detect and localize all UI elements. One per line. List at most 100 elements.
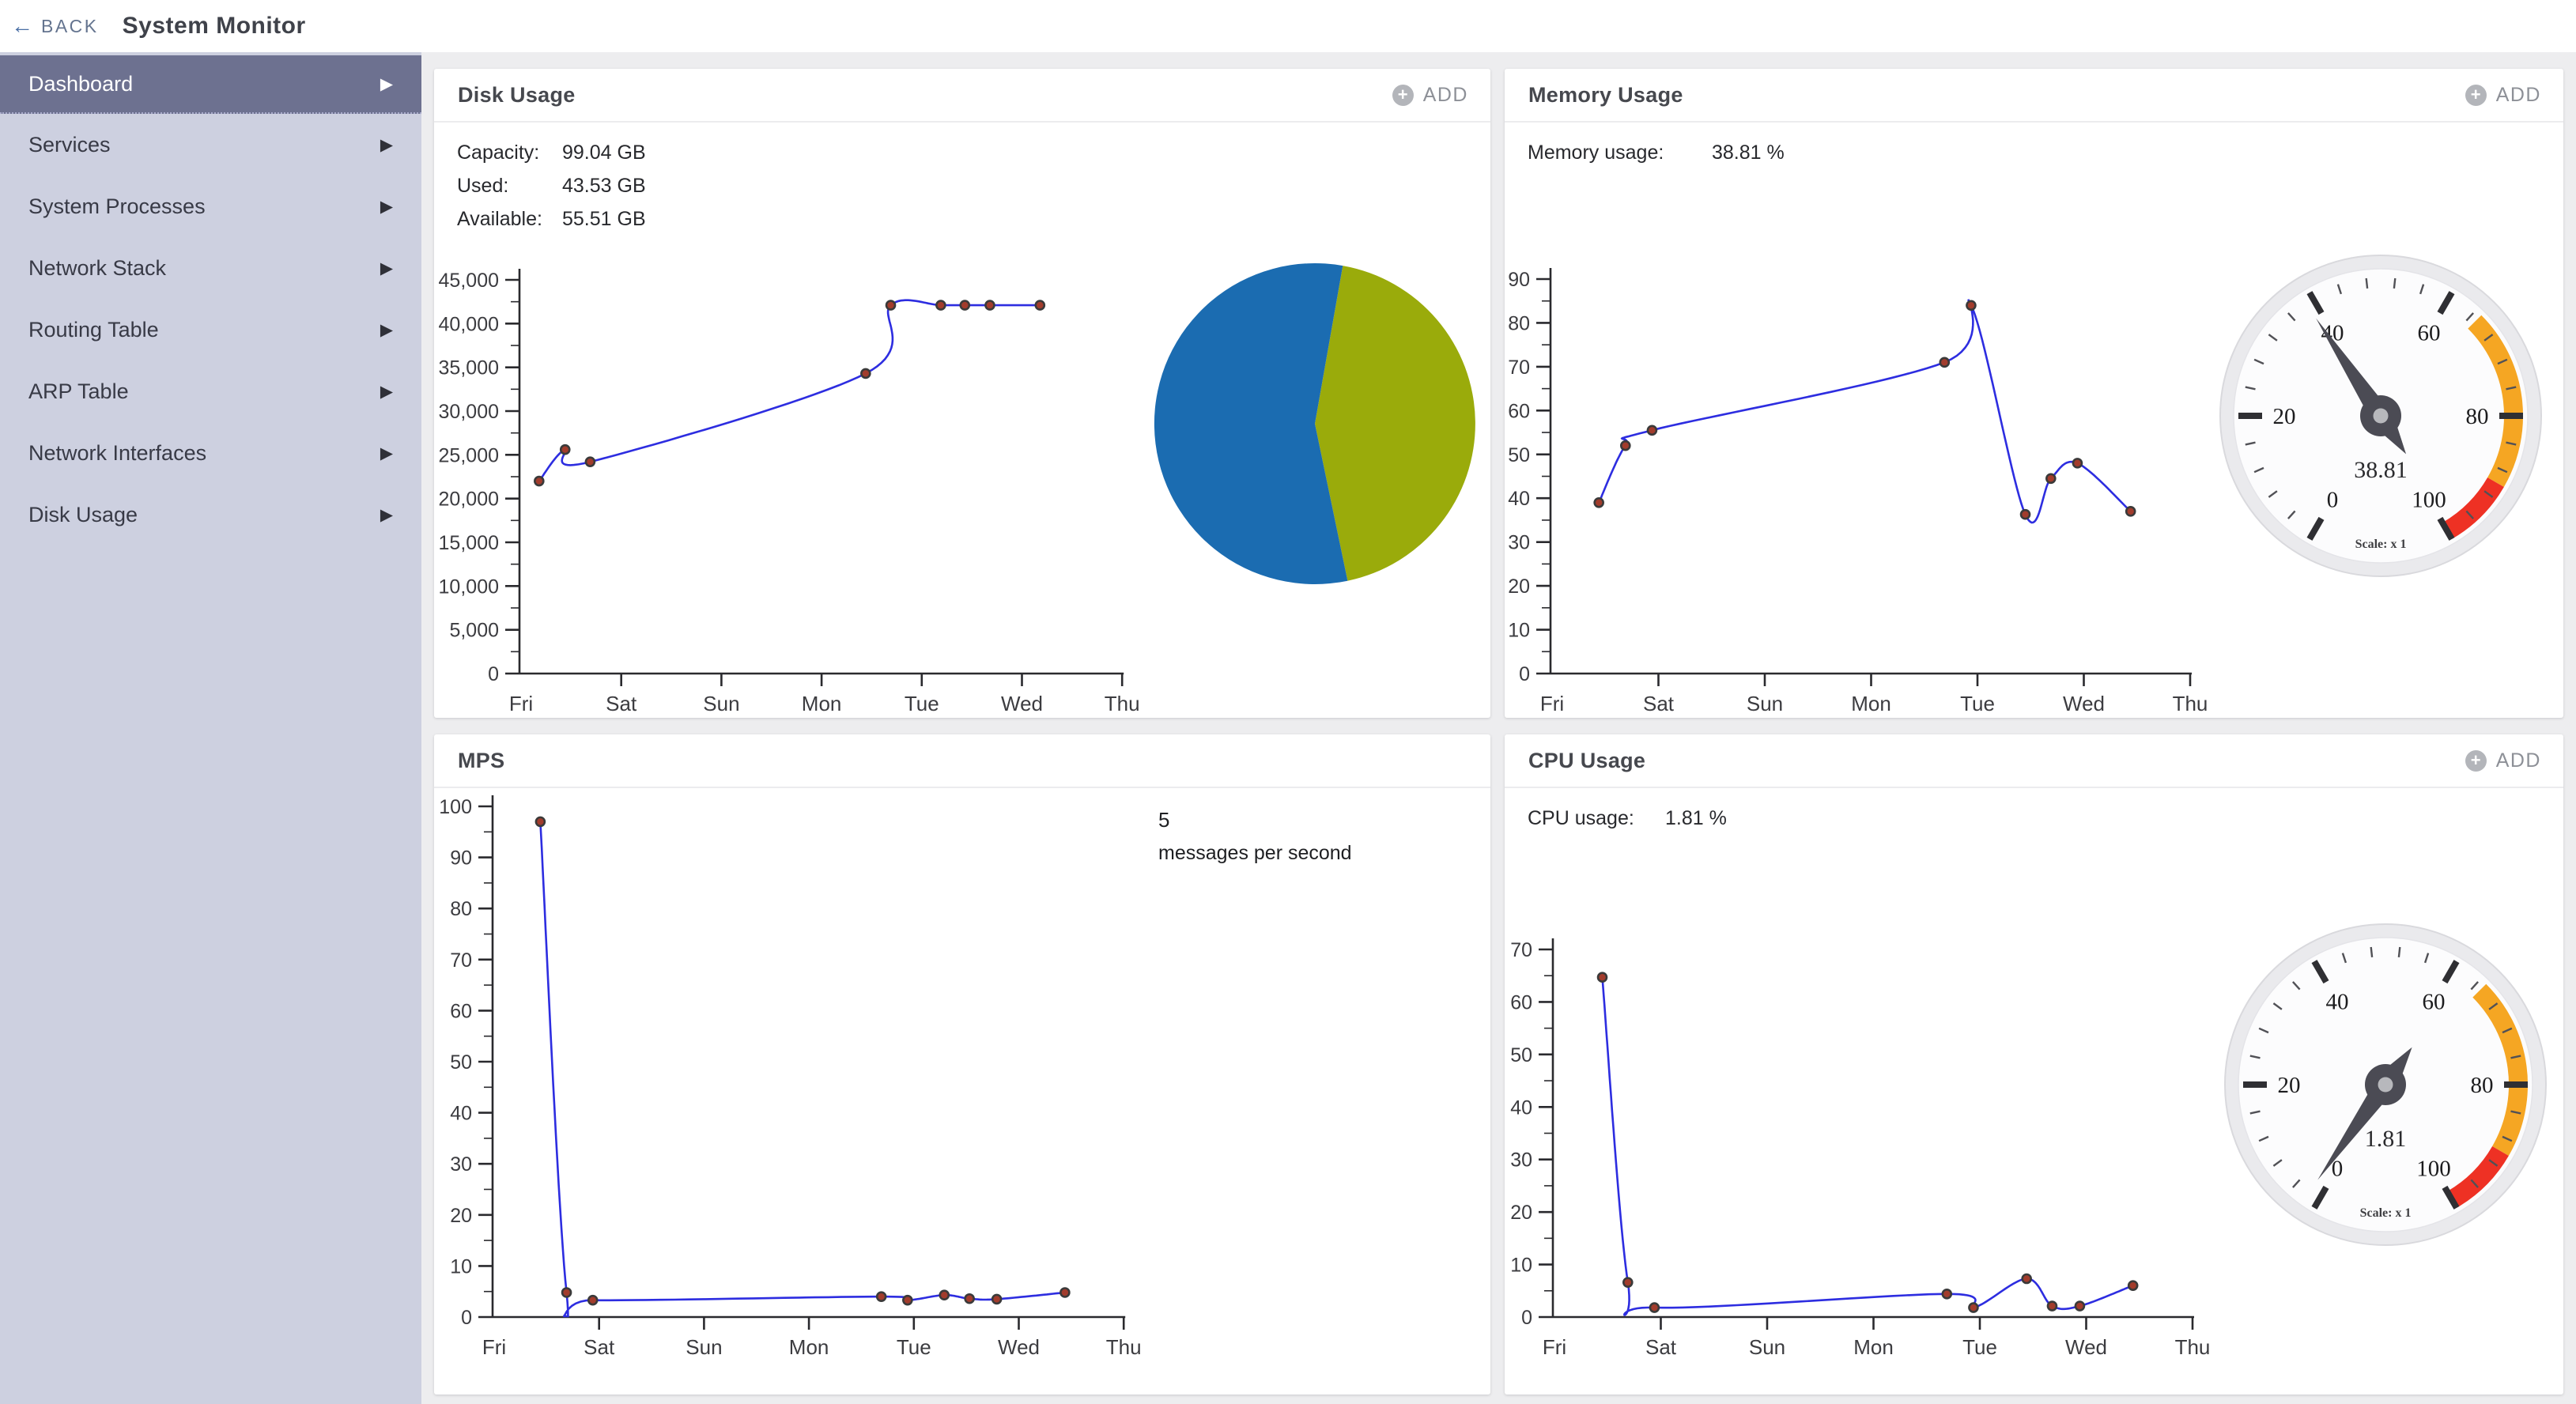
sidebar-item-network-interfaces[interactable]: Network Interfaces ▶ xyxy=(0,422,421,484)
plus-circle-icon: + xyxy=(2465,84,2487,106)
data-point xyxy=(860,368,871,379)
needle-hub-cap xyxy=(2378,1077,2393,1093)
panel-title: Memory Usage xyxy=(1528,82,1683,107)
svg-text:0: 0 xyxy=(1521,1307,1532,1329)
data-point xyxy=(2072,458,2083,469)
svg-text:70: 70 xyxy=(450,949,472,972)
back-button[interactable]: ← BACK xyxy=(11,15,99,37)
svg-text:20,000: 20,000 xyxy=(439,489,499,511)
gauge-face xyxy=(2233,268,2529,564)
panel-cpu-usage: CPU Usage + ADD CPU usage: 1.81 % 0 10 20 30… xyxy=(1505,734,2563,1395)
data-point xyxy=(1620,440,1631,451)
stat-value: 43.53 GB xyxy=(562,174,646,197)
data-point xyxy=(2125,506,2136,517)
data-point xyxy=(939,1289,950,1301)
svg-text:50: 50 xyxy=(450,1051,472,1074)
data-point xyxy=(2127,1280,2139,1291)
svg-text:Sun: Sun xyxy=(686,1335,722,1359)
svg-text:60: 60 xyxy=(2423,989,2446,1014)
gauge-needle xyxy=(2316,318,2407,455)
svg-text:60: 60 xyxy=(450,1000,472,1022)
data-point xyxy=(2074,1300,2086,1312)
gauge-band xyxy=(2442,477,2504,539)
svg-text:Mon: Mon xyxy=(1851,692,1891,715)
add-button[interactable]: + ADD xyxy=(2465,749,2541,772)
svg-text:Thu: Thu xyxy=(2175,1335,2211,1359)
disk-stats: Capacity: 99.04 GB Used: 43.53 GB Available:… xyxy=(457,136,646,236)
svg-text:0: 0 xyxy=(2332,1157,2344,1182)
stat-value: 55.51 GB xyxy=(562,207,646,230)
svg-text:Sun: Sun xyxy=(1749,1335,1785,1359)
ticks xyxy=(1539,948,2194,1330)
svg-text:10: 10 xyxy=(450,1255,472,1278)
svg-text:Sat: Sat xyxy=(1643,692,1675,715)
cpu-stats: CPU usage: 1.81 % xyxy=(1528,802,1727,835)
sidebar-item-dashboard[interactable]: Dashboard ▶ xyxy=(0,55,421,114)
svg-text:Sat: Sat xyxy=(606,692,637,715)
data-point xyxy=(1649,1302,1660,1313)
chevron-right-icon: ▶ xyxy=(380,382,393,401)
panel-disk-usage: Disk Usage + ADD Capacity: 99.04 GB Used: 4… xyxy=(434,69,1490,718)
svg-text:35,000: 35,000 xyxy=(439,357,499,379)
ticks xyxy=(1536,277,2192,686)
stat-label: Memory usage: xyxy=(1528,141,1664,164)
chevron-right-icon: ▶ xyxy=(380,135,393,154)
data-point xyxy=(1593,496,1604,508)
data-points xyxy=(534,300,1046,487)
page-title: System Monitor xyxy=(122,13,306,39)
add-button[interactable]: + ADD xyxy=(2465,84,2541,107)
data-point xyxy=(902,1294,913,1306)
svg-text:100: 100 xyxy=(2412,488,2446,513)
svg-text:Tue: Tue xyxy=(897,1335,931,1359)
gauge-band xyxy=(2472,983,2528,1156)
svg-text:Wed: Wed xyxy=(2065,1335,2107,1359)
svg-text:60: 60 xyxy=(2418,320,2441,345)
data-point xyxy=(1596,972,1608,983)
data-point xyxy=(984,300,995,311)
panel-cpu-header: CPU Usage + ADD xyxy=(1505,734,2563,788)
mps-unit-label: messages per second xyxy=(1158,842,1352,864)
sidebar-item-arp-table[interactable]: ARP Table ▶ xyxy=(0,360,421,422)
gauge-ticks xyxy=(2243,946,2528,1210)
svg-text:Wed: Wed xyxy=(2063,692,2105,715)
svg-text:Wed: Wed xyxy=(998,1335,1040,1359)
svg-text:40: 40 xyxy=(2326,989,2349,1014)
panel-title: Disk Usage xyxy=(458,82,576,107)
svg-text:Sun: Sun xyxy=(703,692,739,715)
series-line xyxy=(1601,977,2134,1316)
svg-text:Fri: Fri xyxy=(482,1335,506,1359)
chevron-right-icon: ▶ xyxy=(380,443,393,462)
sidebar-item-system-processes[interactable]: System Processes ▶ xyxy=(0,176,421,237)
plus-circle-icon: + xyxy=(1392,84,1414,106)
svg-text:Mon: Mon xyxy=(1853,1335,1894,1359)
sidebar-item-label: Network Stack xyxy=(28,255,167,280)
series-line xyxy=(539,821,1066,1318)
svg-text:Sat: Sat xyxy=(584,1335,615,1359)
panel-title: CPU Usage xyxy=(1528,748,1646,772)
sidebar-item-disk-usage[interactable]: Disk Usage ▶ xyxy=(0,484,421,545)
pie-slice-used xyxy=(1315,266,1475,581)
svg-text:20: 20 xyxy=(2278,1073,2301,1098)
gauge-band xyxy=(2446,1145,2509,1208)
data-point xyxy=(964,1293,975,1304)
gauge-scale-label: Scale: x 1 xyxy=(2360,1206,2412,1220)
svg-text:Fri: Fri xyxy=(1543,1335,1566,1359)
svg-text:50: 50 xyxy=(1508,444,1530,466)
sidebar-item-services[interactable]: Services ▶ xyxy=(0,114,421,176)
sidebar-item-routing-table[interactable]: Routing Table ▶ xyxy=(0,299,421,360)
svg-text:45,000: 45,000 xyxy=(439,270,499,292)
mps-value: 5 xyxy=(1158,808,1170,832)
svg-text:20: 20 xyxy=(1510,1202,1532,1224)
svg-text:Tue: Tue xyxy=(905,692,939,715)
sidebar-item-network-stack[interactable]: Network Stack ▶ xyxy=(0,237,421,299)
svg-text:30: 30 xyxy=(450,1153,472,1176)
sidebar-item-label: ARP Table xyxy=(28,379,129,403)
mps-current-value: 5 messages per second xyxy=(1158,802,1352,869)
add-button[interactable]: + ADD xyxy=(1392,84,1468,107)
svg-text:100: 100 xyxy=(2416,1157,2451,1182)
axis-labels: 0 10 20 30 40 50 60 70 80 90 100 Fri Sat Sun Mon Tue Wed… xyxy=(439,796,1141,1359)
svg-text:20: 20 xyxy=(1508,576,1530,598)
svg-text:Thu: Thu xyxy=(1105,692,1140,715)
axes xyxy=(1551,938,2194,1319)
